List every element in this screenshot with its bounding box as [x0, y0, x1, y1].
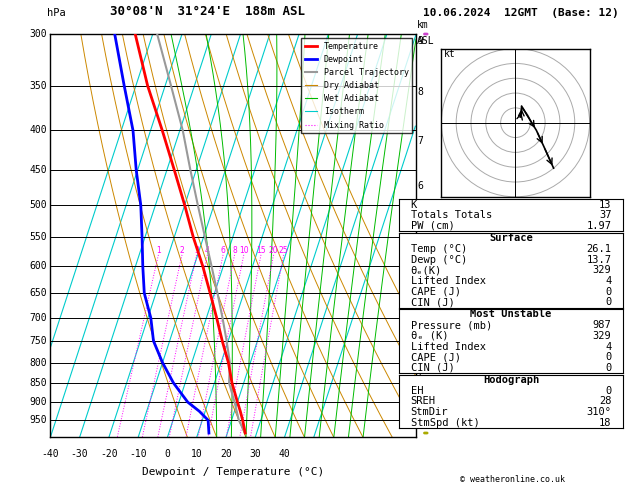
Text: 900: 900 [29, 397, 47, 407]
Text: 13: 13 [599, 200, 611, 209]
Text: 329: 329 [593, 331, 611, 341]
Text: 600: 600 [29, 261, 47, 271]
Text: Dewp (°C): Dewp (°C) [411, 255, 467, 264]
Text: 13.7: 13.7 [587, 255, 611, 264]
Text: K: K [411, 200, 417, 209]
Text: 0: 0 [605, 386, 611, 396]
Text: hPa: hPa [47, 8, 65, 18]
Text: 750: 750 [29, 336, 47, 346]
Text: 18: 18 [599, 418, 611, 428]
Text: 40: 40 [279, 449, 291, 458]
Text: ASL: ASL [417, 36, 435, 46]
Text: 25: 25 [279, 246, 288, 255]
Text: 37: 37 [599, 210, 611, 220]
Text: 550: 550 [29, 232, 47, 242]
Text: 850: 850 [29, 378, 47, 388]
Text: 5: 5 [417, 222, 423, 232]
Text: 20: 20 [269, 246, 279, 255]
Text: 3: 3 [194, 246, 199, 255]
Text: 4: 4 [605, 276, 611, 286]
Text: © weatheronline.co.uk: © weatheronline.co.uk [460, 474, 565, 484]
Text: Hodograph: Hodograph [483, 375, 539, 385]
Text: 310°: 310° [587, 407, 611, 417]
Text: 0: 0 [605, 363, 611, 373]
Text: 6: 6 [417, 181, 423, 191]
Text: -30: -30 [71, 449, 89, 458]
Text: 2: 2 [417, 334, 423, 344]
Text: 20: 20 [220, 449, 232, 458]
Text: 15: 15 [256, 246, 266, 255]
Text: 6: 6 [221, 246, 225, 255]
Text: Lifted Index: Lifted Index [411, 276, 486, 286]
Text: Lifted Index: Lifted Index [411, 342, 486, 351]
Text: 8: 8 [417, 87, 423, 97]
Text: 700: 700 [29, 313, 47, 323]
Text: 10: 10 [191, 449, 203, 458]
Text: Most Unstable: Most Unstable [470, 310, 552, 319]
Text: 650: 650 [29, 288, 47, 298]
Text: 1.97: 1.97 [587, 221, 611, 231]
Text: θₑ(K): θₑ(K) [411, 265, 442, 275]
Text: 4: 4 [605, 342, 611, 351]
Legend: Temperature, Dewpoint, Parcel Trajectory, Dry Adiabat, Wet Adiabat, Isotherm, Mi: Temperature, Dewpoint, Parcel Trajectory… [301, 38, 412, 133]
Text: -20: -20 [100, 449, 118, 458]
Text: StmDir: StmDir [411, 407, 448, 417]
Text: 450: 450 [29, 165, 47, 175]
Text: 400: 400 [29, 125, 47, 136]
Text: kt: kt [444, 50, 456, 59]
Text: 0: 0 [164, 449, 170, 458]
Text: 0: 0 [605, 297, 611, 307]
Text: SREH: SREH [411, 397, 435, 406]
Text: 26.1: 26.1 [587, 244, 611, 254]
Text: Totals Totals: Totals Totals [411, 210, 492, 220]
Text: Temp (°C): Temp (°C) [411, 244, 467, 254]
Text: 500: 500 [29, 200, 47, 210]
Text: 9: 9 [417, 35, 423, 46]
Text: LCL: LCL [417, 363, 433, 372]
Text: 30°08'N  31°24'E  188m ASL: 30°08'N 31°24'E 188m ASL [110, 5, 305, 18]
Text: θₑ (K): θₑ (K) [411, 331, 448, 341]
Text: 10: 10 [239, 246, 248, 255]
Text: 4: 4 [205, 246, 210, 255]
Text: 0: 0 [605, 287, 611, 296]
Text: Surface: Surface [489, 233, 533, 243]
Text: CIN (J): CIN (J) [411, 297, 454, 307]
Text: CAPE (J): CAPE (J) [411, 352, 460, 362]
Text: 4: 4 [417, 261, 423, 271]
Text: -10: -10 [130, 449, 147, 458]
Text: 800: 800 [29, 358, 47, 367]
Text: 1: 1 [156, 246, 161, 255]
Text: 7: 7 [417, 136, 423, 146]
Text: km: km [417, 20, 428, 30]
Text: 2: 2 [180, 246, 184, 255]
Text: CAPE (J): CAPE (J) [411, 287, 460, 296]
Text: 329: 329 [593, 265, 611, 275]
Text: 1: 1 [417, 368, 423, 379]
Text: Pressure (mb): Pressure (mb) [411, 320, 492, 330]
Text: 0: 0 [605, 352, 611, 362]
Text: EH: EH [411, 386, 423, 396]
Text: 30: 30 [249, 449, 261, 458]
Text: CIN (J): CIN (J) [411, 363, 454, 373]
X-axis label: Dewpoint / Temperature (°C): Dewpoint / Temperature (°C) [142, 467, 325, 477]
Text: 10.06.2024  12GMT  (Base: 12): 10.06.2024 12GMT (Base: 12) [423, 8, 618, 18]
Text: 350: 350 [29, 81, 47, 91]
Text: PW (cm): PW (cm) [411, 221, 454, 231]
Text: -40: -40 [42, 449, 59, 458]
Text: 8: 8 [232, 246, 237, 255]
Text: 3: 3 [417, 298, 423, 308]
Text: 300: 300 [29, 29, 47, 39]
Text: 28: 28 [599, 397, 611, 406]
Text: 950: 950 [29, 415, 47, 425]
Text: StmSpd (kt): StmSpd (kt) [411, 418, 479, 428]
Text: 987: 987 [593, 320, 611, 330]
